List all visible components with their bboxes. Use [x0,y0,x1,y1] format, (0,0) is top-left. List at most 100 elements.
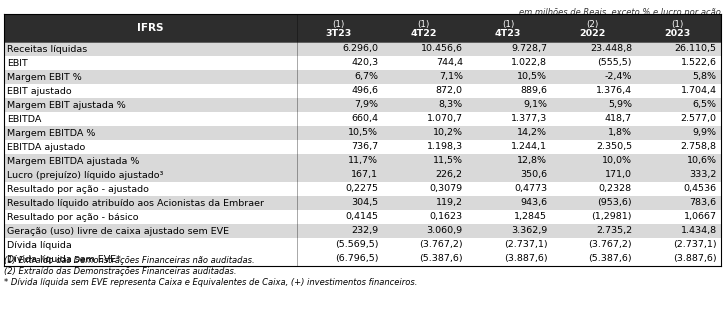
Text: 0,4773: 0,4773 [514,185,547,194]
Text: 0,4145: 0,4145 [345,213,378,221]
Text: EBITDA: EBITDA [7,115,41,124]
Text: 1.022,8: 1.022,8 [511,58,547,67]
Text: 6.296,0: 6.296,0 [342,45,378,54]
Text: 943,6: 943,6 [521,198,547,207]
Bar [4,196,721,210]
Text: (2): (2) [587,20,599,29]
Text: 9,1%: 9,1% [523,100,547,109]
Bar [4,252,721,266]
Text: 0,4536: 0,4536 [684,185,716,194]
Text: (953,6): (953,6) [597,198,632,207]
Text: 171,0: 171,0 [605,170,632,179]
Text: (1,2981): (1,2981) [592,213,632,221]
Bar [4,70,721,84]
Text: EBITDA ajustado: EBITDA ajustado [7,143,86,152]
Text: 1.377,3: 1.377,3 [511,115,547,124]
Text: Lucro (prejuízo) líquido ajustado³: Lucro (prejuízo) líquido ajustado³ [7,170,163,179]
Text: 0,2328: 0,2328 [599,185,632,194]
Text: Geração (uso) livre de caixa ajustado sem EVE: Geração (uso) livre de caixa ajustado se… [7,227,229,236]
Text: 418,7: 418,7 [605,115,632,124]
Bar [4,154,721,168]
Text: (1): (1) [333,20,345,29]
Text: 783,6: 783,6 [689,198,716,207]
Bar [4,14,721,42]
Text: (2) Extraído das Demonstrações Financeiras auditadas.: (2) Extraído das Demonstrações Financeir… [4,267,236,276]
Text: 5,8%: 5,8% [692,73,716,82]
Text: Margem EBIT %: Margem EBIT % [7,73,82,82]
Text: 10,5%: 10,5% [348,128,378,137]
Bar [4,140,721,154]
Text: 14,2%: 14,2% [518,128,547,137]
Bar [4,238,721,252]
Text: 5,9%: 5,9% [608,100,632,109]
Text: 10,0%: 10,0% [602,157,632,166]
Bar [4,210,721,224]
Text: 1.198,3: 1.198,3 [426,143,463,152]
Text: (1) Extraído das Demonstrações Financeiras não auditadas.: (1) Extraído das Demonstrações Financeir… [4,256,254,265]
Text: 119,2: 119,2 [436,198,463,207]
Text: (3.767,2): (3.767,2) [419,240,463,249]
Text: (3.887,6): (3.887,6) [673,255,716,264]
Text: Resultado por ação - básico: Resultado por ação - básico [7,213,138,221]
Bar [4,98,721,112]
Text: em milhões de Reais, exceto % e lucro por ação: em milhões de Reais, exceto % e lucro po… [519,8,721,17]
Text: 496,6: 496,6 [351,86,378,96]
Text: (3.767,2): (3.767,2) [588,240,632,249]
Text: 1.244,1: 1.244,1 [511,143,547,152]
Text: Margem EBIT ajustada %: Margem EBIT ajustada % [7,100,125,109]
Text: 304,5: 304,5 [351,198,378,207]
Text: 3T23: 3T23 [326,29,352,38]
Text: 226,2: 226,2 [436,170,463,179]
Bar [4,126,721,140]
Text: EBIT ajustado: EBIT ajustado [7,86,72,96]
Text: 420,3: 420,3 [351,58,378,67]
Text: 12,8%: 12,8% [518,157,547,166]
Bar [4,112,721,126]
Text: 2023: 2023 [664,29,690,38]
Text: 2.758,8: 2.758,8 [681,143,716,152]
Bar [4,84,721,98]
Text: 7,1%: 7,1% [439,73,463,82]
Text: 10.456,6: 10.456,6 [420,45,463,54]
Text: 9,9%: 9,9% [692,128,716,137]
Text: (1): (1) [418,20,430,29]
Text: (6.796,5): (6.796,5) [335,255,378,264]
Bar [4,168,721,182]
Text: 2.350,5: 2.350,5 [596,143,632,152]
Text: 1,2845: 1,2845 [514,213,547,221]
Bar [4,56,721,70]
Text: 872,0: 872,0 [436,86,463,96]
Text: 7,9%: 7,9% [354,100,378,109]
Text: 167,1: 167,1 [351,170,378,179]
Text: 333,2: 333,2 [689,170,716,179]
Text: 10,6%: 10,6% [687,157,716,166]
Text: 232,9: 232,9 [351,227,378,236]
Text: 1,0667: 1,0667 [684,213,716,221]
Text: 4T23: 4T23 [495,29,521,38]
Text: * Dívida líquida sem EVE representa Caixa e Equivalentes de Caixa, (+) investime: * Dívida líquida sem EVE representa Caix… [4,278,418,287]
Text: 6,7%: 6,7% [354,73,378,82]
Text: 11,7%: 11,7% [348,157,378,166]
Text: Margem EBITDA ajustada %: Margem EBITDA ajustada % [7,157,139,166]
Text: 11,5%: 11,5% [433,157,463,166]
Text: 10,5%: 10,5% [518,73,547,82]
Text: (1): (1) [671,20,684,29]
Text: (5.569,5): (5.569,5) [335,240,378,249]
Text: 6,5%: 6,5% [692,100,716,109]
Text: 660,4: 660,4 [351,115,378,124]
Text: 2.577,0: 2.577,0 [681,115,716,124]
Text: 3.362,9: 3.362,9 [511,227,547,236]
Text: 1,8%: 1,8% [608,128,632,137]
Text: 4T22: 4T22 [410,29,436,38]
Text: 8,3%: 8,3% [439,100,463,109]
Text: Dívida líquida: Dívida líquida [7,240,72,249]
Text: Margem EBITDA %: Margem EBITDA % [7,128,96,137]
Text: 736,7: 736,7 [351,143,378,152]
Text: 10,2%: 10,2% [433,128,463,137]
Text: (2.737,1): (2.737,1) [504,240,547,249]
Text: 0,2275: 0,2275 [345,185,378,194]
Text: (1): (1) [502,20,514,29]
Text: 2.735,2: 2.735,2 [596,227,632,236]
Text: (2.737,1): (2.737,1) [673,240,716,249]
Text: 1.376,4: 1.376,4 [596,86,632,96]
